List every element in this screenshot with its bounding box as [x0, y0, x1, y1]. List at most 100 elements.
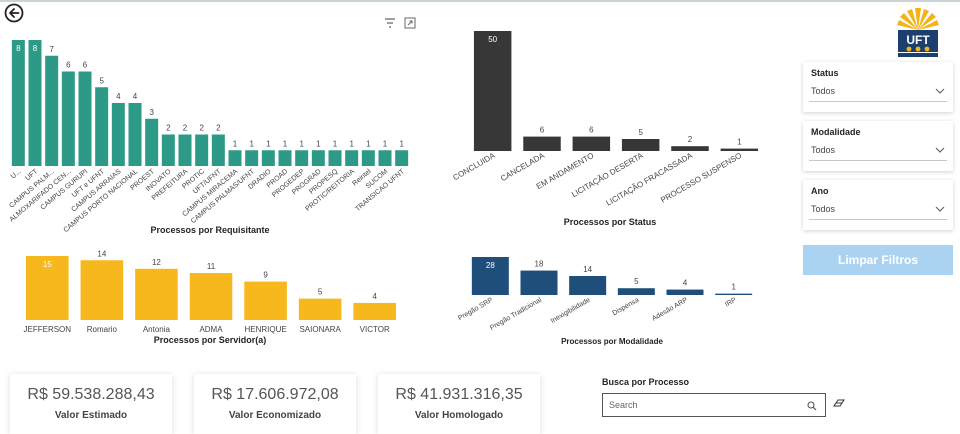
- eraser-icon[interactable]: [833, 398, 845, 408]
- category-tick-label: HENRIQUE: [244, 325, 286, 334]
- bar[interactable]: [26, 256, 69, 320]
- kpi-card-estimado: R$ 59.538.288,43 Valor Estimado: [10, 374, 172, 434]
- search-box: [602, 393, 826, 417]
- data-label: 1: [316, 139, 321, 148]
- data-label: 2: [199, 124, 204, 133]
- bar[interactable]: [95, 87, 109, 166]
- bar[interactable]: [261, 150, 275, 166]
- data-label: 1: [266, 139, 271, 148]
- bar[interactable]: [621, 139, 660, 151]
- bar[interactable]: [572, 136, 611, 151]
- bar[interactable]: [617, 288, 655, 295]
- visual-header: [384, 16, 416, 29]
- data-label: 1: [349, 139, 354, 148]
- data-label: 15: [43, 260, 52, 269]
- bar[interactable]: [471, 257, 509, 295]
- data-label: 14: [97, 249, 106, 258]
- data-label: 4: [116, 92, 121, 101]
- modalidade-slicer-label: Modalidade: [811, 127, 861, 137]
- clear-filters-button[interactable]: Limpar Filtros: [803, 245, 953, 275]
- kpi-card-economizado: R$ 17.606.972,08 Valor Economizado: [194, 374, 356, 434]
- bar[interactable]: [278, 150, 292, 166]
- bar[interactable]: [353, 302, 396, 320]
- bar[interactable]: [11, 40, 25, 166]
- data-label: 6: [589, 126, 594, 135]
- data-label: 4: [372, 292, 377, 301]
- category-tick-label: LICITAÇÃO FRACASSADA: [605, 151, 695, 208]
- modalidade-slicer: Modalidade Todos: [803, 121, 953, 171]
- uft-logo: UFT: [897, 8, 939, 57]
- bar[interactable]: [395, 150, 409, 166]
- data-label: 2: [688, 135, 693, 144]
- category-tick-label: Romario: [87, 325, 118, 334]
- data-label: 1: [383, 139, 388, 148]
- bar[interactable]: [523, 136, 561, 151]
- category-tick-label: PROCESSO SUSPENSO: [659, 151, 743, 205]
- bar[interactable]: [715, 293, 753, 295]
- bar[interactable]: [671, 146, 709, 151]
- ano-dropdown[interactable]: Todos: [809, 202, 947, 220]
- data-label: 1: [731, 283, 736, 292]
- bar[interactable]: [473, 31, 512, 151]
- bar[interactable]: [145, 118, 159, 166]
- bar[interactable]: [61, 71, 75, 167]
- data-label: 1: [737, 138, 742, 147]
- data-label: 6: [540, 126, 545, 135]
- bar[interactable]: [111, 103, 125, 166]
- bar[interactable]: [161, 134, 175, 167]
- bar[interactable]: [328, 150, 342, 166]
- ano-slicer-label: Ano: [811, 186, 829, 196]
- data-label: 4: [133, 92, 138, 101]
- data-label: 2: [216, 124, 221, 133]
- data-label: 5: [634, 277, 639, 286]
- bar[interactable]: [228, 150, 242, 166]
- bar[interactable]: [80, 260, 124, 320]
- data-label: 1: [233, 139, 238, 148]
- bar[interactable]: [361, 150, 375, 166]
- data-label: 12: [152, 258, 161, 267]
- bar[interactable]: [128, 103, 142, 166]
- logo-text: UFT: [906, 33, 930, 47]
- bar[interactable]: [378, 150, 392, 166]
- bar[interactable]: [78, 71, 92, 167]
- data-label: 1: [333, 139, 338, 148]
- modalidade-dropdown[interactable]: Todos: [809, 143, 947, 161]
- kpi-value: R$ 41.931.316,35: [395, 386, 523, 403]
- data-label: 28: [486, 261, 495, 270]
- bar[interactable]: [135, 268, 178, 320]
- filter-icon[interactable]: [384, 16, 396, 28]
- bar[interactable]: [298, 298, 342, 320]
- bar[interactable]: [28, 40, 42, 166]
- bar[interactable]: [345, 150, 359, 166]
- data-label: 2: [183, 124, 188, 133]
- modalidade-dropdown-value: Todos: [811, 145, 836, 155]
- chevron-down-icon: [935, 206, 945, 212]
- bar[interactable]: [569, 276, 607, 295]
- bar[interactable]: [311, 150, 325, 166]
- back-arrow-icon[interactable]: [4, 3, 24, 23]
- data-label: 1: [283, 139, 288, 148]
- chevron-down-icon: [935, 147, 945, 153]
- bar[interactable]: [211, 134, 225, 167]
- data-label: 1: [399, 139, 404, 148]
- bar[interactable]: [245, 150, 259, 166]
- focus-mode-icon[interactable]: [404, 16, 416, 29]
- category-tick-label: CANCELADA: [499, 151, 546, 184]
- category-tick-label: VICTOR: [360, 325, 390, 334]
- bar[interactable]: [195, 134, 209, 167]
- bar[interactable]: [178, 134, 192, 167]
- bar[interactable]: [720, 148, 759, 151]
- search-input[interactable]: [609, 397, 805, 413]
- bar[interactable]: [189, 273, 233, 320]
- bar[interactable]: [666, 289, 704, 295]
- bar[interactable]: [244, 281, 287, 320]
- bar[interactable]: [520, 270, 558, 295]
- status-slicer: Status Todos: [803, 62, 953, 112]
- modalidade-chart-title: Processos por Modalidade: [561, 337, 663, 346]
- data-label: 1: [249, 139, 254, 148]
- status-dropdown[interactable]: Todos: [809, 84, 947, 102]
- bar[interactable]: [45, 55, 59, 166]
- bar[interactable]: [295, 150, 309, 166]
- search-icon[interactable]: [807, 401, 817, 411]
